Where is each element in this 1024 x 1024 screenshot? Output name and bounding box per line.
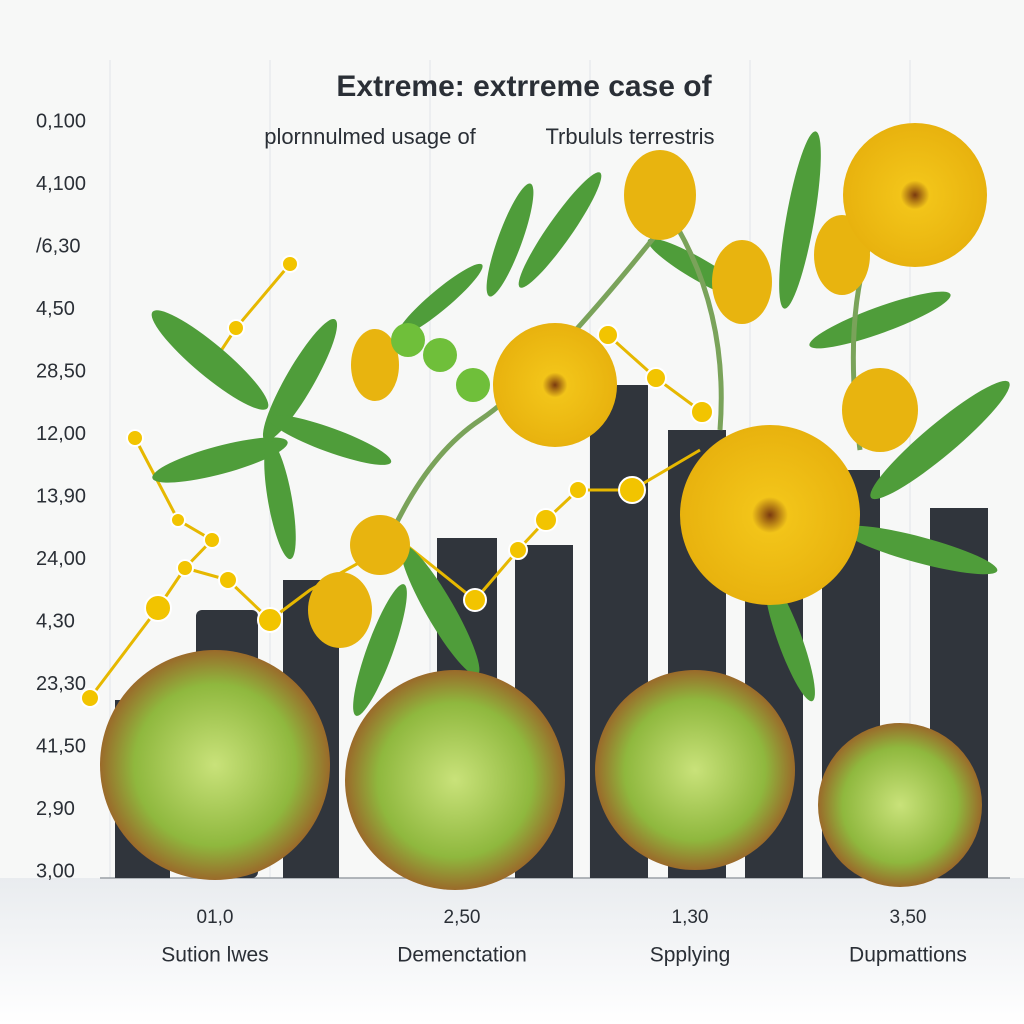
buds	[308, 150, 918, 648]
y-label: 23,30	[36, 673, 86, 695]
group-value: 01,0	[197, 907, 234, 928]
y-label: 4,100	[36, 173, 86, 195]
x-labels: 01,0 Sution lwes 2,50 Demenctation 1,30 Spply…	[161, 907, 967, 967]
group-value: 3,50	[890, 907, 927, 928]
y-label: 41,50	[36, 735, 86, 757]
y-label: 12,00	[36, 423, 86, 445]
y-label: 0,100	[36, 110, 86, 132]
flowers	[493, 123, 987, 605]
y-label: 4,50	[36, 298, 75, 320]
y-label: 13,90	[36, 485, 86, 507]
title: Extreme: extrreme case of	[336, 70, 712, 103]
y-labels: 0,100 4,100/6,30 4,50 28,50 12,00 13,90 24,00 4…	[36, 110, 86, 882]
y-label: /6,30	[36, 235, 80, 257]
burrs	[100, 650, 982, 890]
y-label: 4,30	[36, 610, 75, 632]
group-value: 2,50	[444, 907, 481, 928]
y-label: 2,90	[36, 798, 75, 820]
y-label: 3,00	[36, 860, 75, 882]
group-label: Sution lwes	[161, 944, 268, 967]
line-series	[80, 255, 714, 708]
subtitle: plornnulmed usage of	[264, 124, 476, 149]
floor	[0, 878, 1024, 1024]
subtitle-name: Trbululs terrestris	[545, 124, 714, 149]
leaves	[151, 131, 1010, 716]
group-label: Demenctation	[397, 944, 527, 967]
y-label: 28,50	[36, 360, 86, 382]
group-label: Spplying	[650, 944, 731, 967]
y-label: 24,00	[36, 548, 86, 570]
group-value: 1,30	[672, 907, 709, 928]
group-label: Dupmattions	[849, 944, 967, 967]
